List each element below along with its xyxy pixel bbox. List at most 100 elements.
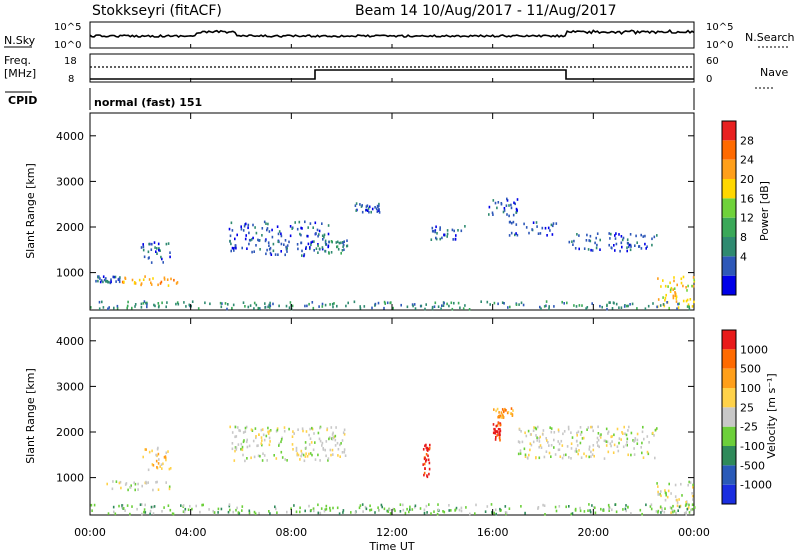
echo-cell bbox=[431, 305, 434, 309]
echo-cell bbox=[635, 234, 637, 238]
echo-region bbox=[317, 239, 349, 255]
echo-cell bbox=[462, 307, 465, 310]
xtick-label-4: 16:00 bbox=[477, 526, 509, 539]
echo-cell bbox=[307, 234, 309, 238]
echo-cell bbox=[506, 213, 508, 216]
echo-cell bbox=[488, 213, 490, 216]
echo-cell bbox=[134, 488, 136, 492]
echo-cell bbox=[167, 242, 170, 245]
echo-cell bbox=[547, 441, 549, 444]
echo-cell bbox=[302, 453, 305, 457]
echo-cell bbox=[574, 247, 577, 250]
echo-cell bbox=[389, 301, 391, 305]
echo-cell bbox=[323, 509, 326, 513]
echo-cell bbox=[248, 242, 250, 246]
echo-cell bbox=[629, 303, 631, 306]
echo-cell bbox=[430, 512, 432, 515]
echo-cell bbox=[502, 416, 505, 419]
echo-cell bbox=[112, 505, 115, 509]
xtick-label-0: 00:00 bbox=[74, 526, 106, 539]
echo-cell bbox=[274, 253, 277, 256]
echo-cell bbox=[325, 243, 327, 246]
echo-cell bbox=[620, 306, 623, 309]
echo-cell bbox=[142, 302, 145, 305]
echo-cell bbox=[560, 439, 563, 443]
colorbar-tick-1-2: 100 bbox=[740, 382, 761, 395]
echo-cell bbox=[679, 504, 682, 508]
echo-cell bbox=[441, 304, 443, 307]
echo-cell bbox=[590, 248, 592, 252]
echo-cell bbox=[294, 221, 296, 224]
echo-cell bbox=[402, 503, 404, 507]
echo-cell bbox=[613, 443, 616, 447]
echo-cell bbox=[495, 424, 498, 428]
echo-cell bbox=[676, 307, 678, 310]
echo-cell bbox=[291, 443, 294, 446]
echo-cell bbox=[363, 305, 366, 308]
echo-cell bbox=[345, 304, 347, 308]
echo-cell bbox=[439, 228, 441, 231]
cpid-row: CPID normal (fast) 151 bbox=[5, 88, 695, 110]
echo-cell bbox=[563, 453, 565, 457]
echo-cell bbox=[375, 207, 378, 211]
nave-tick-top: 60 bbox=[706, 56, 719, 67]
xtick-label-6: 00:00 bbox=[678, 526, 710, 539]
echo-cell bbox=[268, 230, 271, 233]
echo-region bbox=[493, 407, 514, 419]
echo-cell bbox=[691, 492, 693, 495]
echo-cell bbox=[659, 505, 662, 509]
echo-cell bbox=[411, 303, 414, 306]
echo-cell bbox=[678, 505, 681, 509]
echo-cell bbox=[499, 422, 502, 425]
echo-cell bbox=[575, 450, 578, 453]
echo-cell bbox=[651, 243, 653, 247]
echo-cell bbox=[501, 301, 504, 304]
echo-cell bbox=[202, 503, 204, 507]
echo-cell bbox=[284, 253, 286, 257]
echo-cell bbox=[112, 480, 114, 483]
echo-cell bbox=[383, 507, 386, 511]
echo-cell bbox=[426, 474, 428, 477]
echo-cell bbox=[609, 301, 611, 304]
echo-cell bbox=[649, 505, 652, 508]
echo-cell bbox=[519, 452, 522, 455]
echo-cell bbox=[588, 448, 591, 451]
echo-cell bbox=[507, 411, 510, 414]
echo-cell bbox=[443, 301, 445, 305]
echo-cell bbox=[616, 427, 619, 431]
echo-cell bbox=[361, 210, 364, 214]
echo-cell bbox=[588, 445, 591, 449]
echo-cell bbox=[682, 299, 685, 303]
echo-cell bbox=[157, 283, 159, 287]
echo-region bbox=[121, 275, 179, 287]
echo-cell bbox=[321, 302, 324, 306]
echo-cell bbox=[269, 306, 271, 309]
echo-cell bbox=[253, 250, 255, 253]
echo-cell bbox=[327, 459, 329, 462]
echo-cell bbox=[557, 430, 560, 433]
echo-cell bbox=[161, 257, 163, 261]
echo-cell bbox=[151, 242, 153, 246]
echo-cell bbox=[559, 455, 562, 458]
echo-cell bbox=[291, 435, 294, 438]
echo-cell bbox=[687, 284, 689, 288]
echo-cell bbox=[381, 505, 383, 509]
echo-cell bbox=[330, 251, 333, 254]
echo-cell bbox=[587, 426, 590, 429]
echo-cell bbox=[130, 484, 132, 487]
echo-cell bbox=[112, 275, 114, 279]
echo-cell bbox=[127, 488, 129, 492]
echo-cell bbox=[561, 300, 563, 304]
echo-cell bbox=[446, 232, 449, 236]
echo-cell bbox=[160, 280, 163, 284]
xtick-label-3: 12:00 bbox=[376, 526, 408, 539]
echo-cell bbox=[306, 455, 309, 458]
echo-cell bbox=[105, 280, 107, 283]
echo-cell bbox=[495, 512, 497, 516]
echo-cell bbox=[189, 504, 191, 508]
echo-cell bbox=[121, 505, 123, 509]
echo-cell bbox=[359, 504, 362, 507]
echo-cell bbox=[298, 220, 301, 224]
echo-cell bbox=[154, 304, 156, 308]
echo-cell bbox=[332, 436, 334, 439]
